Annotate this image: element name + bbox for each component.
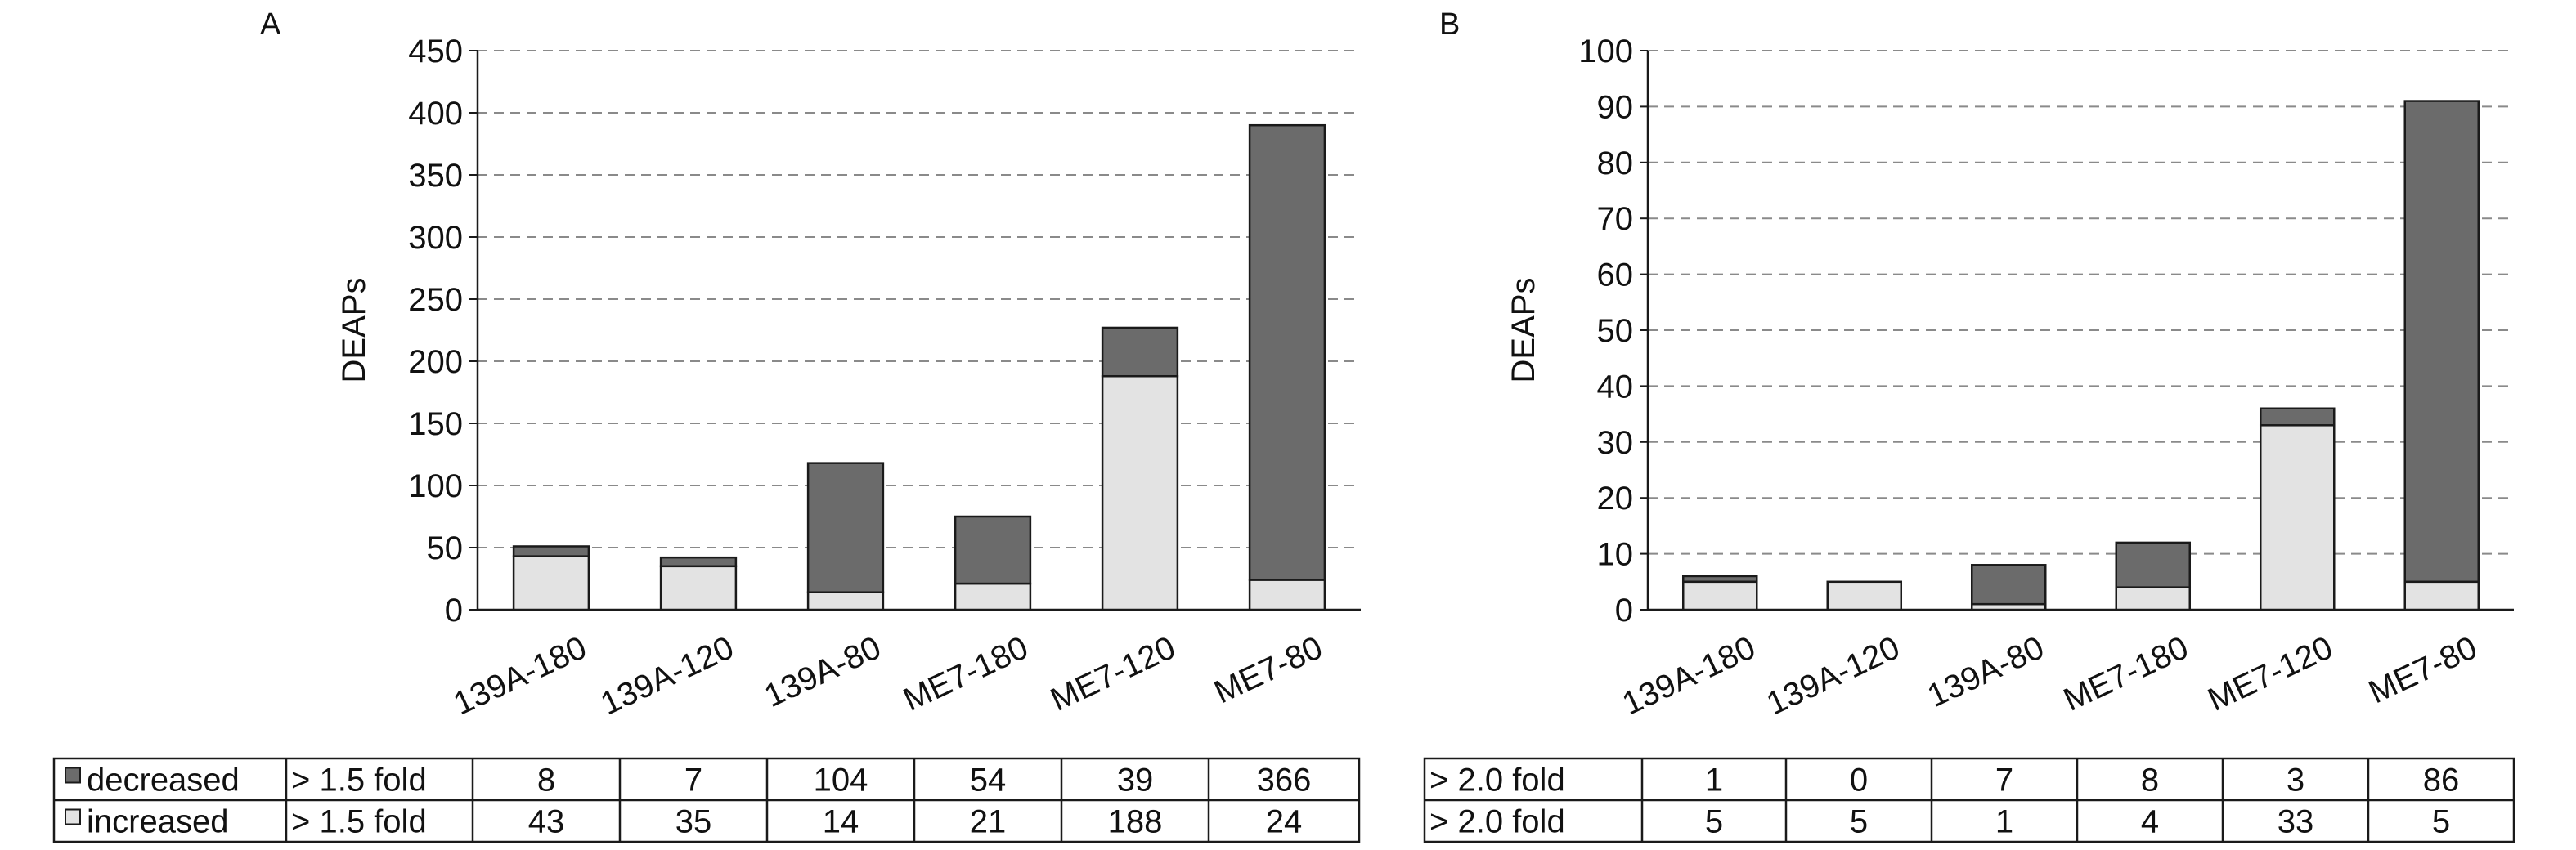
y-tick-label: 400 xyxy=(408,96,463,132)
table-cell-increased: 21 xyxy=(970,804,1007,840)
y-tick-label: 50 xyxy=(1597,313,1634,349)
bar-increased-me7-80 xyxy=(1248,579,1326,611)
threshold-label: > 2.0 fold xyxy=(1429,804,1565,840)
y-axis-label: DEAPs xyxy=(1506,278,1542,383)
bar-decreased-139a-180 xyxy=(512,545,590,557)
data-table-b: > 2.0 fold 1 0 7 8 3 86 > 2.0 fold 5 5 1 4 33 5 xyxy=(1423,757,2515,843)
chart-panel-a: A 0 50 100 150 200 250 300 350 400 450 DEAPs 139A-18… xyxy=(52,7,1361,843)
y-tick-label: 100 xyxy=(408,468,463,504)
table-cell-decreased: 1 xyxy=(1705,763,1723,799)
x-tick-label: 139A-120 xyxy=(1761,629,1905,722)
legend-label-decreased: decreased xyxy=(87,763,240,799)
y-tick-label: 30 xyxy=(1597,425,1634,461)
table-cell-increased: 5 xyxy=(2432,804,2450,840)
table-cell-decreased: 0 xyxy=(1850,763,1868,799)
table-cell-decreased: 7 xyxy=(684,763,702,799)
y-tick-label: 60 xyxy=(1597,257,1634,293)
bar-increased-139a-180 xyxy=(1681,580,1758,611)
bar-increased-me7-120 xyxy=(2259,424,2336,611)
y-tick-label: 450 xyxy=(408,34,463,69)
legend-swatch-decreased xyxy=(65,767,81,784)
table-cell-decreased: 3 xyxy=(2287,763,2304,799)
bar-decreased-me7-120 xyxy=(1101,326,1179,378)
bar-increased-me7-180 xyxy=(954,582,1032,611)
table-cell-increased: 35 xyxy=(675,804,712,840)
table-cell-increased: 4 xyxy=(2141,804,2159,840)
table-cell-decreased: 39 xyxy=(1117,763,1154,799)
panel-label: B xyxy=(1439,7,1460,42)
bar-increased-me7-80 xyxy=(2403,580,2480,611)
y-tick-label: 20 xyxy=(1597,481,1634,517)
y-tick-label: 350 xyxy=(408,158,463,194)
bar-decreased-me7-80 xyxy=(1248,123,1326,581)
threshold-label: > 1.5 fold xyxy=(291,804,427,840)
x-tick-label: ME7-180 xyxy=(2058,629,2194,718)
bar-decreased-me7-80 xyxy=(2403,100,2480,584)
bar-increased-me7-180 xyxy=(2115,586,2192,611)
table-cell-increased: 14 xyxy=(823,804,859,840)
y-tick-label: 150 xyxy=(408,406,463,442)
bar-decreased-139a-120 xyxy=(659,556,738,568)
y-tick-label: 300 xyxy=(408,220,463,256)
y-tick-label: 70 xyxy=(1597,201,1634,237)
bar-decreased-139a-80 xyxy=(806,462,885,593)
x-tick-label: 139A-80 xyxy=(1922,629,2049,714)
x-tick-label: ME7-120 xyxy=(1045,629,1181,718)
bar-increased-me7-120 xyxy=(1101,374,1179,611)
threshold-label: > 2.0 fold xyxy=(1429,763,1565,799)
bar-decreased-me7-180 xyxy=(2115,541,2192,588)
table-cell-increased: 5 xyxy=(1850,804,1868,840)
data-table-a: decreased > 1.5 fold 8 7 104 54 39 366 increased… xyxy=(52,757,1361,843)
legend-swatch-increased xyxy=(65,808,81,825)
table-cell-increased: 43 xyxy=(528,804,565,840)
x-tick-label: 139A-80 xyxy=(759,629,886,714)
bar-decreased-me7-180 xyxy=(954,515,1032,585)
bar-decreased-me7-120 xyxy=(2259,407,2336,427)
x-tick-label: 139A-180 xyxy=(1617,629,1761,722)
table-cell-decreased: 8 xyxy=(537,763,555,799)
bar-increased-139a-180 xyxy=(512,555,590,611)
y-tick-label: 100 xyxy=(1578,34,1633,69)
y-tick-label: 10 xyxy=(1597,537,1634,573)
bar-increased-139a-80 xyxy=(806,591,885,611)
table-cell-decreased: 54 xyxy=(970,763,1007,799)
table-cell-increased: 5 xyxy=(1705,804,1723,840)
y-tick-label: 200 xyxy=(408,344,463,380)
x-tick-label: 139A-120 xyxy=(595,629,739,722)
bar-decreased-139a-180 xyxy=(1681,575,1758,584)
x-tick-label: ME7-80 xyxy=(1209,629,1328,710)
y-tick-label: 0 xyxy=(445,593,463,629)
y-tick-label: 80 xyxy=(1597,145,1634,181)
y-tick-label: 250 xyxy=(408,282,463,318)
x-tick-label: ME7-120 xyxy=(2202,629,2338,718)
x-tick-label: 139A-180 xyxy=(448,629,592,722)
table-cell-increased: 33 xyxy=(2278,804,2314,840)
table-cell-decreased: 366 xyxy=(1257,763,1312,799)
y-tick-label: 90 xyxy=(1597,89,1634,125)
y-tick-label: 40 xyxy=(1597,369,1634,405)
x-tick-label: ME7-80 xyxy=(2363,629,2483,710)
table-cell-decreased: 7 xyxy=(1995,763,2013,799)
panel-label: A xyxy=(260,7,281,42)
x-tick-label: ME7-180 xyxy=(898,629,1034,718)
threshold-label: > 1.5 fold xyxy=(291,763,427,799)
table-cell-decreased: 104 xyxy=(814,763,868,799)
y-axis-label: DEAPs xyxy=(336,278,372,383)
legend-label-increased: increased xyxy=(87,804,228,840)
table-cell-increased: 24 xyxy=(1266,804,1303,840)
bar-increased-139a-120 xyxy=(659,565,738,611)
y-tick-label: 50 xyxy=(427,530,464,566)
table-cell-increased: 1 xyxy=(1995,804,2013,840)
table-cell-increased: 188 xyxy=(1108,804,1163,840)
bar-increased-139a-120 xyxy=(1826,580,1903,611)
table-cell-decreased: 8 xyxy=(2141,763,2159,799)
bar-decreased-139a-80 xyxy=(1970,564,2047,606)
y-tick-label: 0 xyxy=(1615,593,1633,629)
table-cell-decreased: 86 xyxy=(2423,763,2460,799)
